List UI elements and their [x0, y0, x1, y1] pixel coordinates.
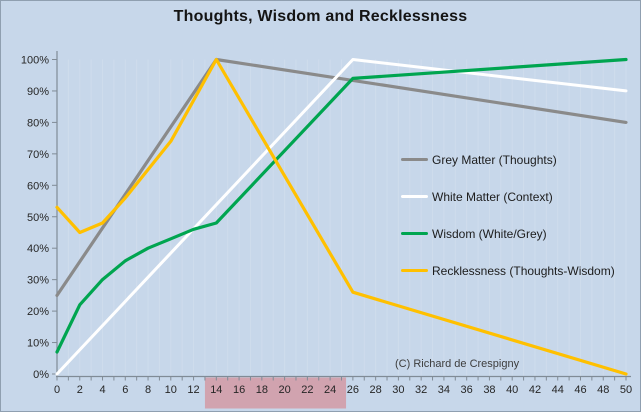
legend-label: Wisdom (White/Grey) [432, 226, 547, 241]
x-tick-label: 12 [187, 384, 199, 396]
legend-swatch-wisdom-white-grey [401, 231, 428, 236]
x-tick-label: 32 [415, 384, 427, 396]
y-tick-label: 30% [27, 275, 49, 287]
y-tick-label: 20% [27, 306, 49, 318]
y-tick-label: 70% [27, 149, 49, 161]
y-tick-label: 40% [27, 243, 49, 255]
highlight-band [204, 377, 347, 409]
legend-item-white-matter-context: White Matter (Context) [401, 178, 615, 215]
y-tick-label: 10% [27, 338, 49, 350]
legend: Grey Matter (Thoughts) White Matter (Cont… [401, 141, 615, 289]
x-tick-label: 28 [370, 384, 382, 396]
legend-item-grey-matter-thoughts: Grey Matter (Thoughts) [401, 141, 615, 178]
legend-swatch-white-matter-context [401, 194, 428, 199]
x-tick-label: 0 [54, 384, 60, 396]
x-tick-label: 2 [77, 384, 83, 396]
x-tick-label: 18 [256, 384, 268, 396]
legend-label: White Matter (Context) [432, 189, 553, 204]
legend-swatch-recklessness-thoughts-wisdom [401, 268, 428, 273]
legend-item-wisdom-white-grey: Wisdom (White/Grey) [401, 215, 615, 252]
y-tick-label: 100% [21, 55, 49, 67]
x-tick-label: 4 [99, 384, 105, 396]
y-tick-label: 80% [27, 117, 49, 129]
x-tick-label: 40 [506, 384, 518, 396]
y-tick-label: 90% [27, 86, 49, 98]
series-line-wisdom-white-grey [55, 57, 628, 354]
x-tick-label: 46 [574, 384, 586, 396]
legend-label: Recklessness (Thoughts-Wisdom) [432, 263, 615, 278]
x-tick-label: 10 [165, 384, 177, 396]
x-tick-label: 22 [301, 384, 313, 396]
series-line-white-matter-context [55, 58, 628, 376]
x-tick-label: 8 [145, 384, 151, 396]
y-tick-label: 0% [33, 369, 49, 381]
credit-text: (C) Richard de Crespigny [395, 358, 520, 370]
x-tick-label: 6 [122, 384, 128, 396]
y-tick-label: 60% [27, 180, 49, 192]
series-line-recklessness-thoughts-wisdom [55, 57, 628, 376]
x-tick-label: 16 [233, 384, 245, 396]
chart-title: Thoughts, Wisdom and Recklessness [173, 8, 468, 25]
x-tick-label: 44 [552, 384, 564, 396]
x-tick-label: 50 [620, 384, 632, 396]
x-tick-label: 26 [347, 384, 359, 396]
x-tick-label: 34 [438, 384, 450, 396]
legend-label: Grey Matter (Thoughts) [432, 152, 557, 167]
legend-item-recklessness-thoughts-wisdom: Recklessness (Thoughts-Wisdom) [401, 252, 615, 289]
y-tick-label: 50% [27, 212, 49, 224]
x-tick-label: 48 [597, 384, 609, 396]
x-tick-label: 20 [278, 384, 290, 396]
x-tick-label: 30 [392, 384, 404, 396]
x-tick-label: 38 [483, 384, 495, 396]
x-tick-label: 36 [461, 384, 473, 396]
x-tick-label: 24 [324, 384, 336, 396]
x-tick-label: 42 [529, 384, 541, 396]
legend-swatch-grey-matter-thoughts [401, 157, 428, 162]
x-tick-label: 14 [210, 384, 222, 396]
